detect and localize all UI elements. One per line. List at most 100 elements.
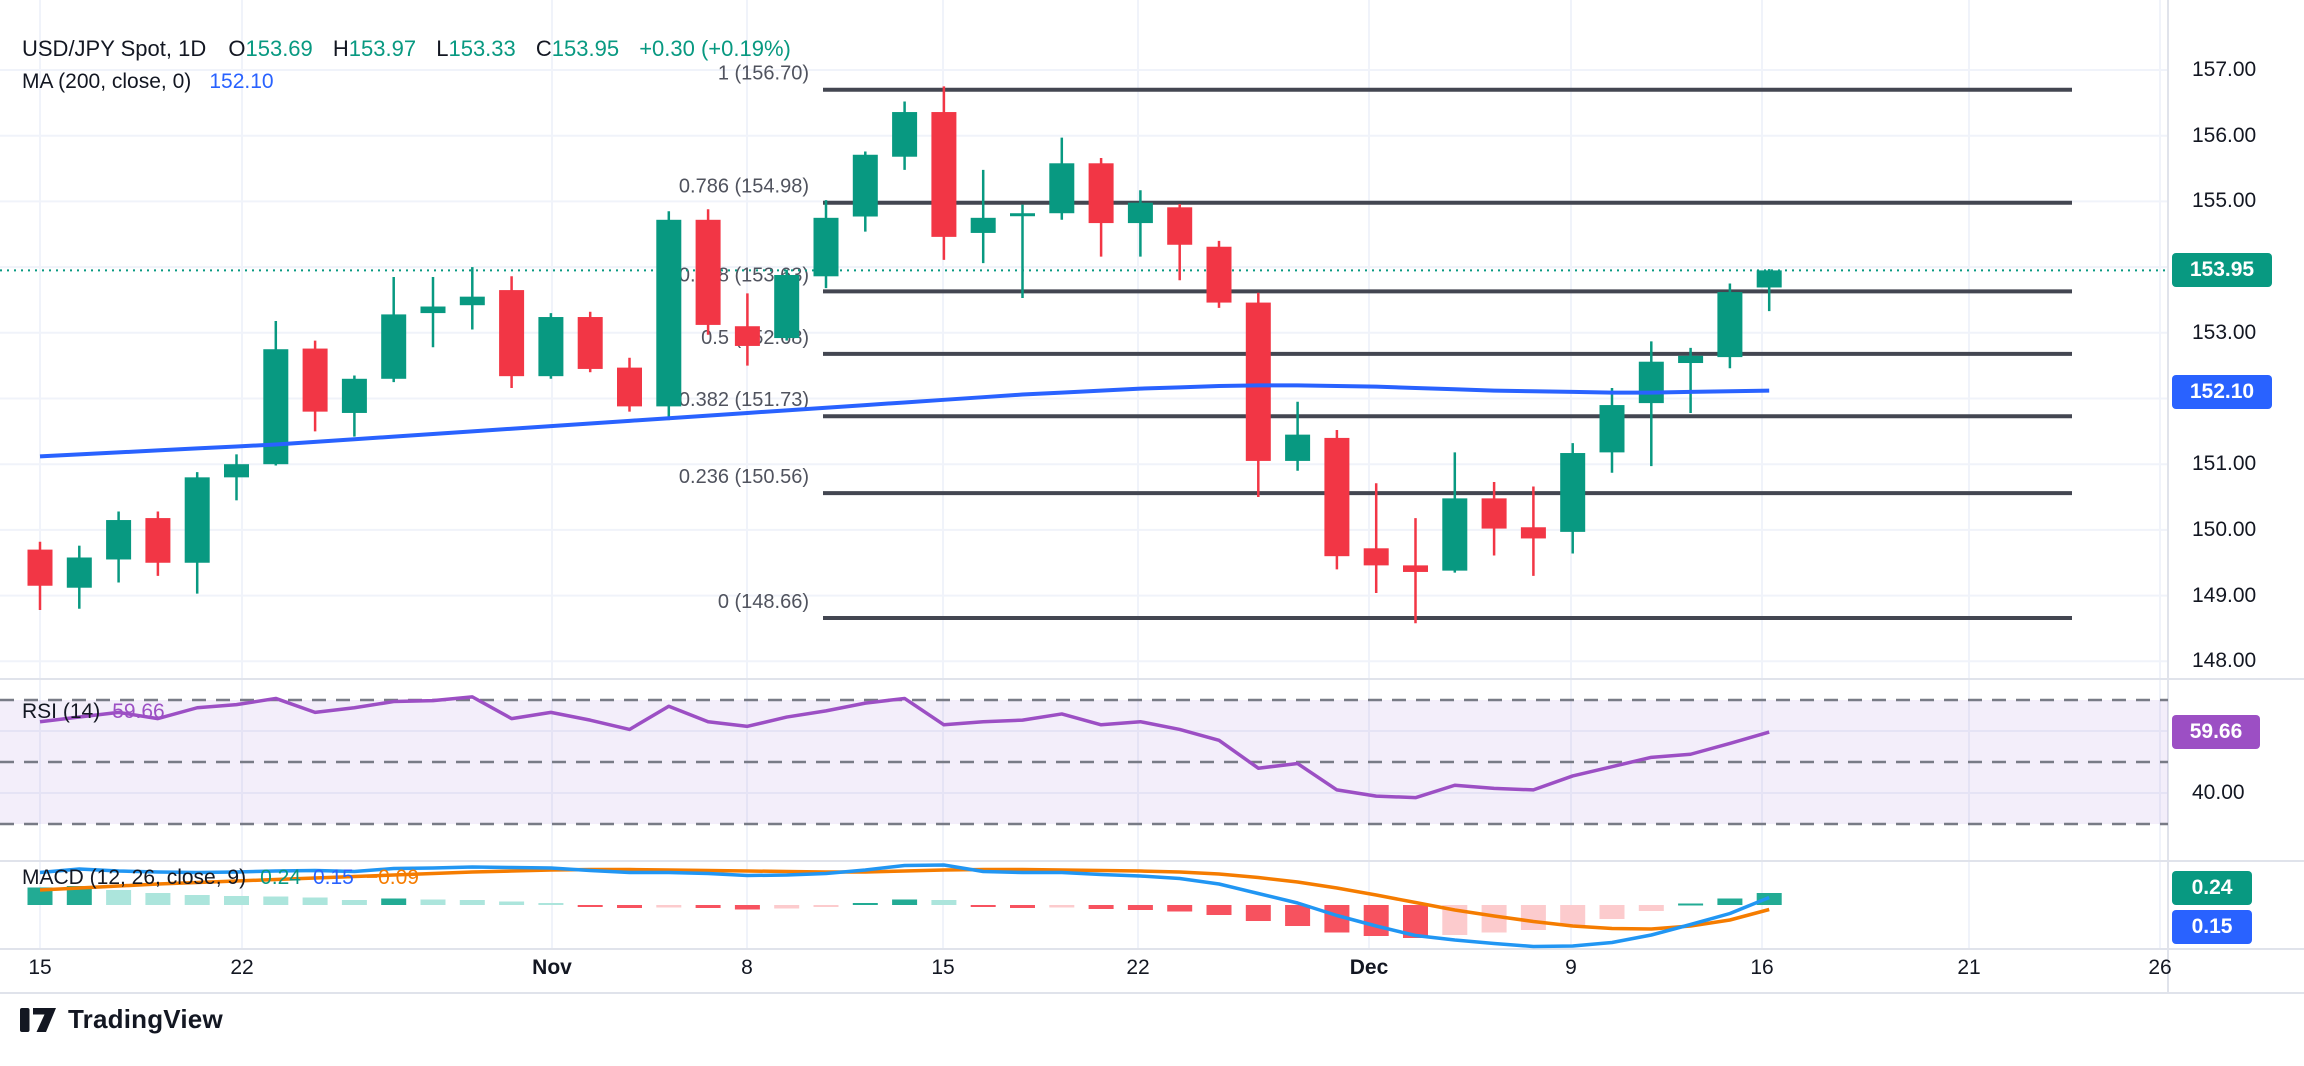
candle[interactable] [66, 545, 92, 609]
candle[interactable] [656, 211, 682, 421]
candle[interactable] [1481, 481, 1507, 556]
candle[interactable] [341, 375, 367, 437]
macd-histogram-value: 0.24 [260, 866, 301, 889]
macd-histogram-bar [538, 903, 564, 905]
macd-histogram-bar [1363, 905, 1389, 936]
macd-histogram-bar [302, 897, 328, 905]
candle-body [381, 314, 407, 379]
macd-line-badge: 0.15 [2172, 909, 2252, 944]
tradingview-logo[interactable]: TradingView [20, 1004, 223, 1035]
macd-line-value: 0.15 [312, 866, 354, 889]
candle-body [1363, 548, 1389, 566]
candle[interactable] [1442, 452, 1468, 573]
fib-label: 0 (148.66) [718, 591, 809, 613]
candle[interactable] [774, 269, 800, 341]
candle[interactable] [27, 541, 53, 611]
candle[interactable] [499, 276, 525, 388]
candle-body [1245, 302, 1271, 461]
candle[interactable] [1678, 347, 1704, 413]
candle[interactable] [617, 357, 642, 412]
candle[interactable] [420, 276, 446, 348]
candle[interactable] [538, 313, 564, 379]
candle-body [1010, 213, 1035, 217]
macd-histogram-bar [381, 898, 407, 905]
candle[interactable] [1285, 401, 1311, 471]
macd-histogram-bar [1599, 905, 1625, 919]
ma-indicator-label[interactable]: MA (200, close, 0) [22, 70, 192, 93]
candle[interactable] [695, 209, 721, 335]
candle[interactable] [1049, 137, 1075, 220]
candle-body [617, 367, 642, 407]
symbol-title[interactable]: USD/JPY Spot, 1D [22, 36, 207, 61]
macd-histogram-bar [1088, 905, 1114, 909]
macd-histogram-bar [499, 901, 525, 905]
rsi-line[interactable] [39, 695, 1770, 800]
time-axis-label: 22 [1126, 956, 1150, 979]
candle-body [27, 549, 53, 586]
candle[interactable] [1638, 341, 1664, 467]
ma200-line[interactable] [39, 383, 1770, 459]
candlestick-series[interactable] [27, 86, 1782, 624]
time-axis[interactable]: 15 22 Nov 8 15 22 Dec 9 16 21 26 [0, 956, 2304, 986]
candle[interactable] [381, 276, 407, 383]
candle[interactable] [577, 311, 603, 373]
candle[interactable] [1206, 240, 1232, 308]
candle-body [734, 326, 760, 346]
candle[interactable] [184, 472, 210, 594]
macd-histogram-bar [1520, 905, 1546, 930]
macd-indicator-label[interactable]: MACD (12, 26, close, 9) [22, 866, 247, 889]
candle[interactable] [1245, 292, 1271, 498]
candle[interactable] [1167, 204, 1193, 281]
price-axis-label: 151.00 [2192, 452, 2257, 476]
high-value: H153.97 [332, 36, 417, 61]
candle[interactable] [931, 86, 957, 260]
candle[interactable] [1520, 486, 1546, 576]
rsi-indicator-label[interactable]: RSI (14) [22, 700, 101, 723]
candle[interactable] [1127, 190, 1153, 257]
candle-body [184, 477, 210, 563]
candle[interactable] [145, 511, 171, 576]
candle-body [1088, 163, 1114, 224]
candle[interactable] [1717, 283, 1743, 369]
candle[interactable] [813, 200, 839, 289]
candle[interactable] [1088, 158, 1114, 257]
candle[interactable] [1403, 518, 1428, 624]
candle[interactable] [1010, 204, 1035, 298]
candle[interactable] [734, 293, 760, 366]
candle[interactable] [892, 101, 918, 170]
macd-legend: MACD (12, 26, close, 9) 0.24 0.15 −0.09 [22, 866, 419, 890]
candle-body [106, 520, 132, 560]
macd-histogram-bar [1127, 905, 1153, 910]
macd-histogram[interactable] [27, 886, 1782, 938]
candle[interactable] [1324, 430, 1350, 570]
candle-body [263, 349, 289, 465]
candle-body [1403, 565, 1428, 572]
rsi-indicator-value: 59.66 [112, 700, 165, 723]
macd-histogram-bar [459, 900, 485, 905]
candle-body [145, 518, 171, 563]
macd-histogram-bar [145, 893, 171, 905]
candle[interactable] [224, 454, 249, 501]
time-axis-label: 26 [2148, 956, 2172, 979]
macd-line[interactable] [39, 863, 1770, 949]
candle[interactable] [1560, 443, 1586, 554]
macd-histogram-bar [1285, 905, 1311, 926]
candle[interactable] [1756, 269, 1782, 312]
time-axis-label: Nov [532, 956, 572, 979]
candle[interactable] [1363, 483, 1389, 593]
ma-row: MA (200, close, 0) 152.10 [22, 66, 791, 97]
macd-histogram-bar [1717, 898, 1743, 905]
candle[interactable] [970, 169, 996, 264]
candle[interactable] [459, 267, 485, 330]
time-axis-label: Dec [1349, 956, 1389, 979]
candle[interactable] [852, 151, 878, 232]
low-value: L153.33 [436, 36, 516, 61]
macd-histogram-bar [27, 887, 53, 905]
candle[interactable] [106, 511, 132, 583]
candle[interactable] [1599, 387, 1625, 473]
macd-histogram-bar [695, 905, 721, 908]
time-axis-label: 9 [1565, 956, 1577, 979]
candle[interactable] [302, 340, 328, 432]
macd-signal-line[interactable] [39, 867, 1770, 931]
